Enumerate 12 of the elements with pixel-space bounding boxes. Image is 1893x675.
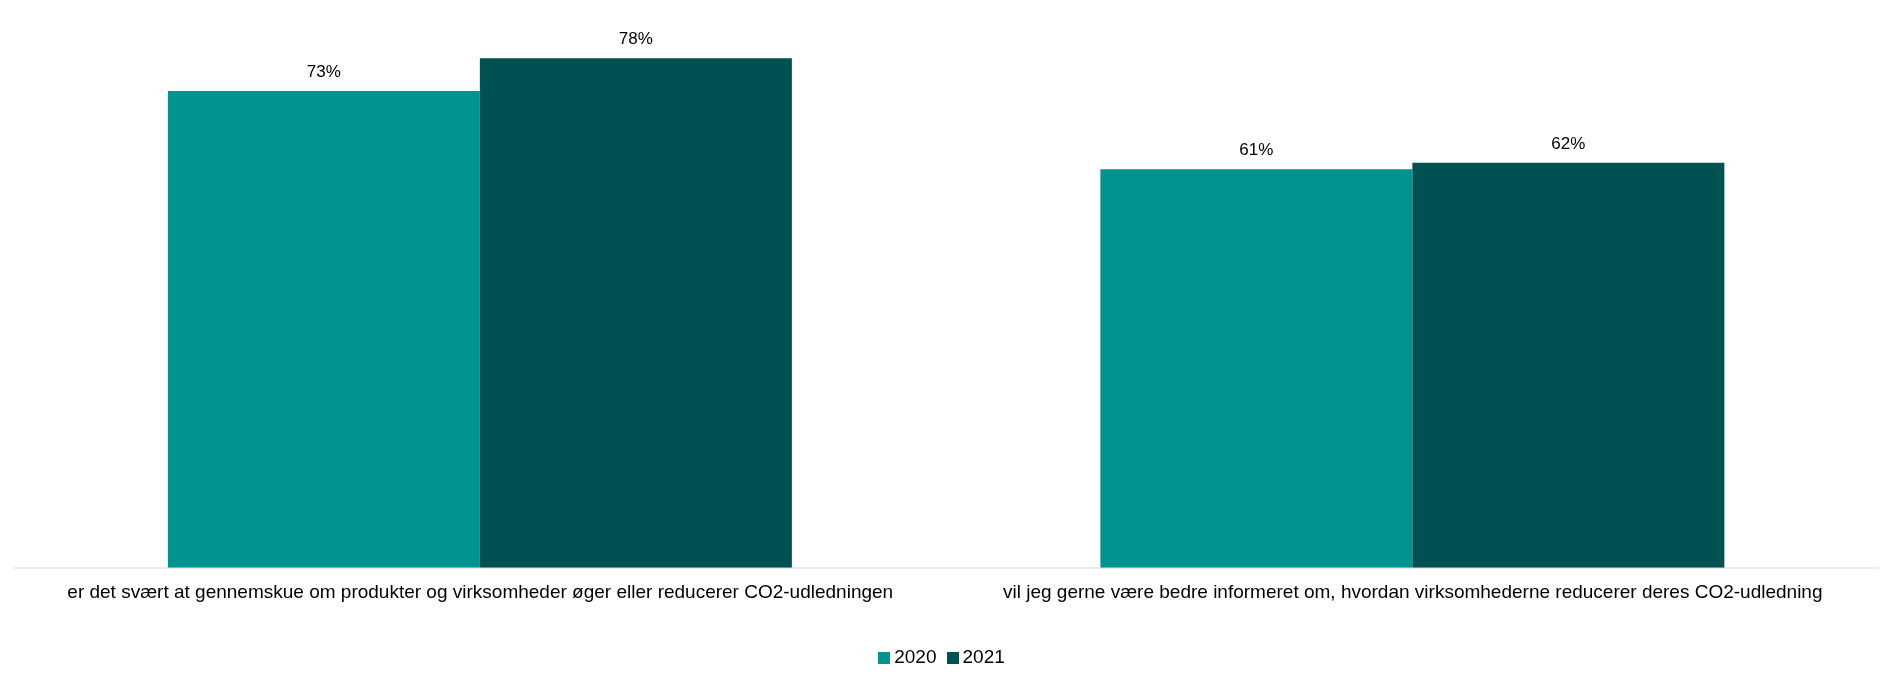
- data-label: 61%: [1239, 140, 1274, 160]
- bar: [1412, 162, 1725, 568]
- data-label: 62%: [1551, 133, 1586, 153]
- bar: [167, 90, 480, 568]
- x-tick-label: vil jeg gerne være bedre informeret om, hvordan virksomhederne reducerer deres CO2-udledning: [1002, 580, 1824, 604]
- x-tick-label: er det svært at gennemskue om produkter og virksomheder øger eller reducerer CO2-udledningen: [66, 580, 895, 604]
- data-label: 78%: [618, 29, 653, 49]
- data-label: 73%: [306, 61, 341, 81]
- bar: [1100, 169, 1413, 568]
- legend-label: 2020: [894, 646, 937, 667]
- bar: [479, 58, 792, 568]
- legend-label: 2021: [962, 646, 1005, 667]
